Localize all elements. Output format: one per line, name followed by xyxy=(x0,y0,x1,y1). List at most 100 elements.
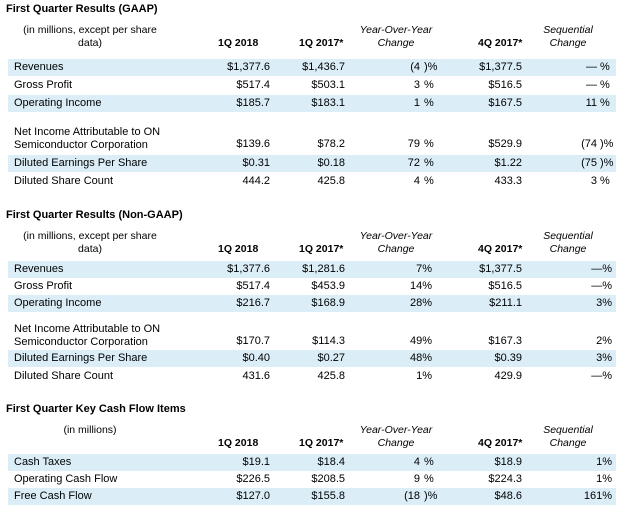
value-sequential-change: 3% xyxy=(596,297,612,309)
value-sequential-unit: )% xyxy=(600,157,614,169)
table-row: Diluted Earnings Per Share $0.31 $0.18 72% $… xyxy=(8,155,616,172)
value-4q2017: $224.3 xyxy=(488,473,522,485)
value-yoy-change: 48% xyxy=(409,352,432,364)
value-yoy-unit: % xyxy=(424,97,434,109)
col-header-1q2017: 1Q 2017* xyxy=(299,37,344,49)
value-1q2018: 444.2 xyxy=(242,175,270,187)
value-yoy-unit: % xyxy=(424,157,434,169)
value-1q2017: $453.9 xyxy=(311,280,345,292)
value-sequential-change: —% xyxy=(591,263,612,275)
col-header-yoy: Year-Over-Year Change xyxy=(359,230,433,255)
value-4q2017: $529.9 xyxy=(488,138,522,150)
value-4q2017: $211.1 xyxy=(489,297,522,309)
value-1q2017: $503.1 xyxy=(311,79,345,91)
value-sequential-unit: % xyxy=(600,97,610,109)
row-label: Diluted Earnings Per Share xyxy=(14,157,148,169)
table-row: Operating Income $216.7 $168.9 28% $211.1 3% xyxy=(8,295,616,312)
units-note: (in millions, except per share data) xyxy=(23,24,157,49)
table-row: Gross Profit $517.4 $503.1 3% $516.5 —% xyxy=(8,77,616,94)
value-yoy-unit: )% xyxy=(424,490,438,502)
table-row: Gross Profit $517.4 $453.9 14% $516.5 —% xyxy=(8,278,616,295)
value-1q2018: $0.40 xyxy=(242,352,270,364)
value-1q2017: $208.5 xyxy=(311,473,345,485)
row-label: Operating Income xyxy=(14,297,102,309)
value-1q2018: $139.6 xyxy=(236,138,270,150)
value-sequential-unit: % xyxy=(600,175,610,187)
value-1q2018: $0.31 xyxy=(242,157,270,169)
table-row: Revenues $1,377.6 $1,281.6 7% $1,377.5 —% xyxy=(8,261,616,278)
value-1q2018: $19.1 xyxy=(242,456,270,468)
value-yoy-change: 1 xyxy=(413,97,420,109)
value-yoy-change: 3 xyxy=(413,79,420,91)
row-label: Diluted Earnings Per Share xyxy=(14,352,148,364)
col-header-sequential: Sequential Change xyxy=(543,230,593,255)
value-4q2017: $167.5 xyxy=(488,97,522,109)
section-title: First Quarter Results (GAAP) xyxy=(6,3,158,15)
row-label: Gross Profit xyxy=(14,79,73,91)
table-row: Diluted Share Count 431.6 425.8 1% 429.9 —% xyxy=(8,368,616,385)
table-row: Net Income Attributable to ON Semiconduc… xyxy=(8,124,616,153)
value-sequential-change: —% xyxy=(591,370,612,382)
value-1q2018: $1,377.6 xyxy=(227,61,270,73)
value-yoy-unit: % xyxy=(424,138,434,150)
value-sequential-change: 1% xyxy=(596,456,612,468)
value-1q2018: $226.5 xyxy=(236,473,270,485)
value-yoy-unit: )% xyxy=(424,61,438,73)
col-header-1q2017: 1Q 2017* xyxy=(299,243,344,255)
table-row: Cash Taxes $19.1 $18.4 4% $18.9 1% xyxy=(8,454,616,471)
row-label: Operating Cash Flow xyxy=(14,473,118,485)
value-sequential-change: 1% xyxy=(596,473,612,485)
value-yoy-change: 7% xyxy=(416,263,432,275)
table-row: Operating Income $185.7 $183.1 1% $167.5 11% xyxy=(8,95,616,112)
col-header-1q2018: 1Q 2018 xyxy=(218,243,259,255)
value-sequential-unit: )% xyxy=(600,138,614,150)
row-label: Net Income Attributable to ON Semiconduc… xyxy=(14,126,161,151)
value-sequential-change: — xyxy=(586,61,597,73)
row-label: Gross Profit xyxy=(14,280,73,292)
value-1q2018: 431.6 xyxy=(242,370,270,382)
value-sequential-change: —% xyxy=(591,280,612,292)
table-row: Free Cash Flow $127.0 $155.8 (18)% $48.6 161% xyxy=(8,488,616,505)
section-title: First Quarter Key Cash Flow Items xyxy=(6,403,186,415)
col-header-sequential: Sequential Change xyxy=(543,24,593,49)
value-1q2018: $517.4 xyxy=(236,280,270,292)
value-1q2018: $216.7 xyxy=(236,297,270,309)
value-4q2017: $1,377.5 xyxy=(479,263,522,275)
value-4q2017: 429.9 xyxy=(494,370,522,382)
value-sequential-unit: % xyxy=(600,79,610,91)
table-row: Net Income Attributable to ON Semiconduc… xyxy=(8,321,616,350)
value-4q2017: $1.22 xyxy=(494,157,522,169)
value-4q2017: 433.3 xyxy=(494,175,522,187)
value-yoy-change: 9 xyxy=(413,473,420,485)
value-4q2017: $516.5 xyxy=(488,280,522,292)
value-yoy-unit: % xyxy=(424,456,434,468)
col-header-yoy: Year-Over-Year Change xyxy=(359,424,433,449)
value-1q2018: $185.7 xyxy=(236,97,270,109)
value-1q2017: $18.4 xyxy=(317,456,345,468)
value-yoy-change: 14% xyxy=(409,280,432,292)
value-yoy-change: 4 xyxy=(413,175,420,187)
value-sequential-change: 3 xyxy=(590,175,597,187)
value-sequential-change: — xyxy=(586,79,597,91)
value-4q2017: $516.5 xyxy=(488,79,522,91)
table-row: Revenues $1,377.6 $1,436.7 (4)% $1,377.5 —% xyxy=(8,59,616,76)
value-4q2017: $167.3 xyxy=(488,335,522,347)
value-sequential-change: (74 xyxy=(581,138,597,150)
row-label: Diluted Share Count xyxy=(14,370,114,382)
value-yoy-change: 4 xyxy=(413,456,420,468)
value-sequential-change: (75 xyxy=(581,157,597,169)
col-header-1q2018: 1Q 2018 xyxy=(218,37,259,49)
value-1q2018: $517.4 xyxy=(236,79,270,91)
value-1q2018: $127.0 xyxy=(236,490,270,502)
value-1q2017: $155.8 xyxy=(311,490,345,502)
value-1q2017: 425.8 xyxy=(317,175,345,187)
value-1q2017: $114.3 xyxy=(312,335,345,347)
row-label: Revenues xyxy=(14,61,64,73)
value-4q2017: $18.9 xyxy=(494,456,522,468)
col-header-sequential: Sequential Change xyxy=(543,424,593,449)
row-label: Cash Taxes xyxy=(14,456,72,468)
value-sequential-change: 3% xyxy=(596,352,612,364)
value-yoy-change: 49% xyxy=(409,335,432,347)
col-header-4q2017: 4Q 2017* xyxy=(478,243,523,255)
col-header-1q2017: 1Q 2017* xyxy=(299,437,344,449)
